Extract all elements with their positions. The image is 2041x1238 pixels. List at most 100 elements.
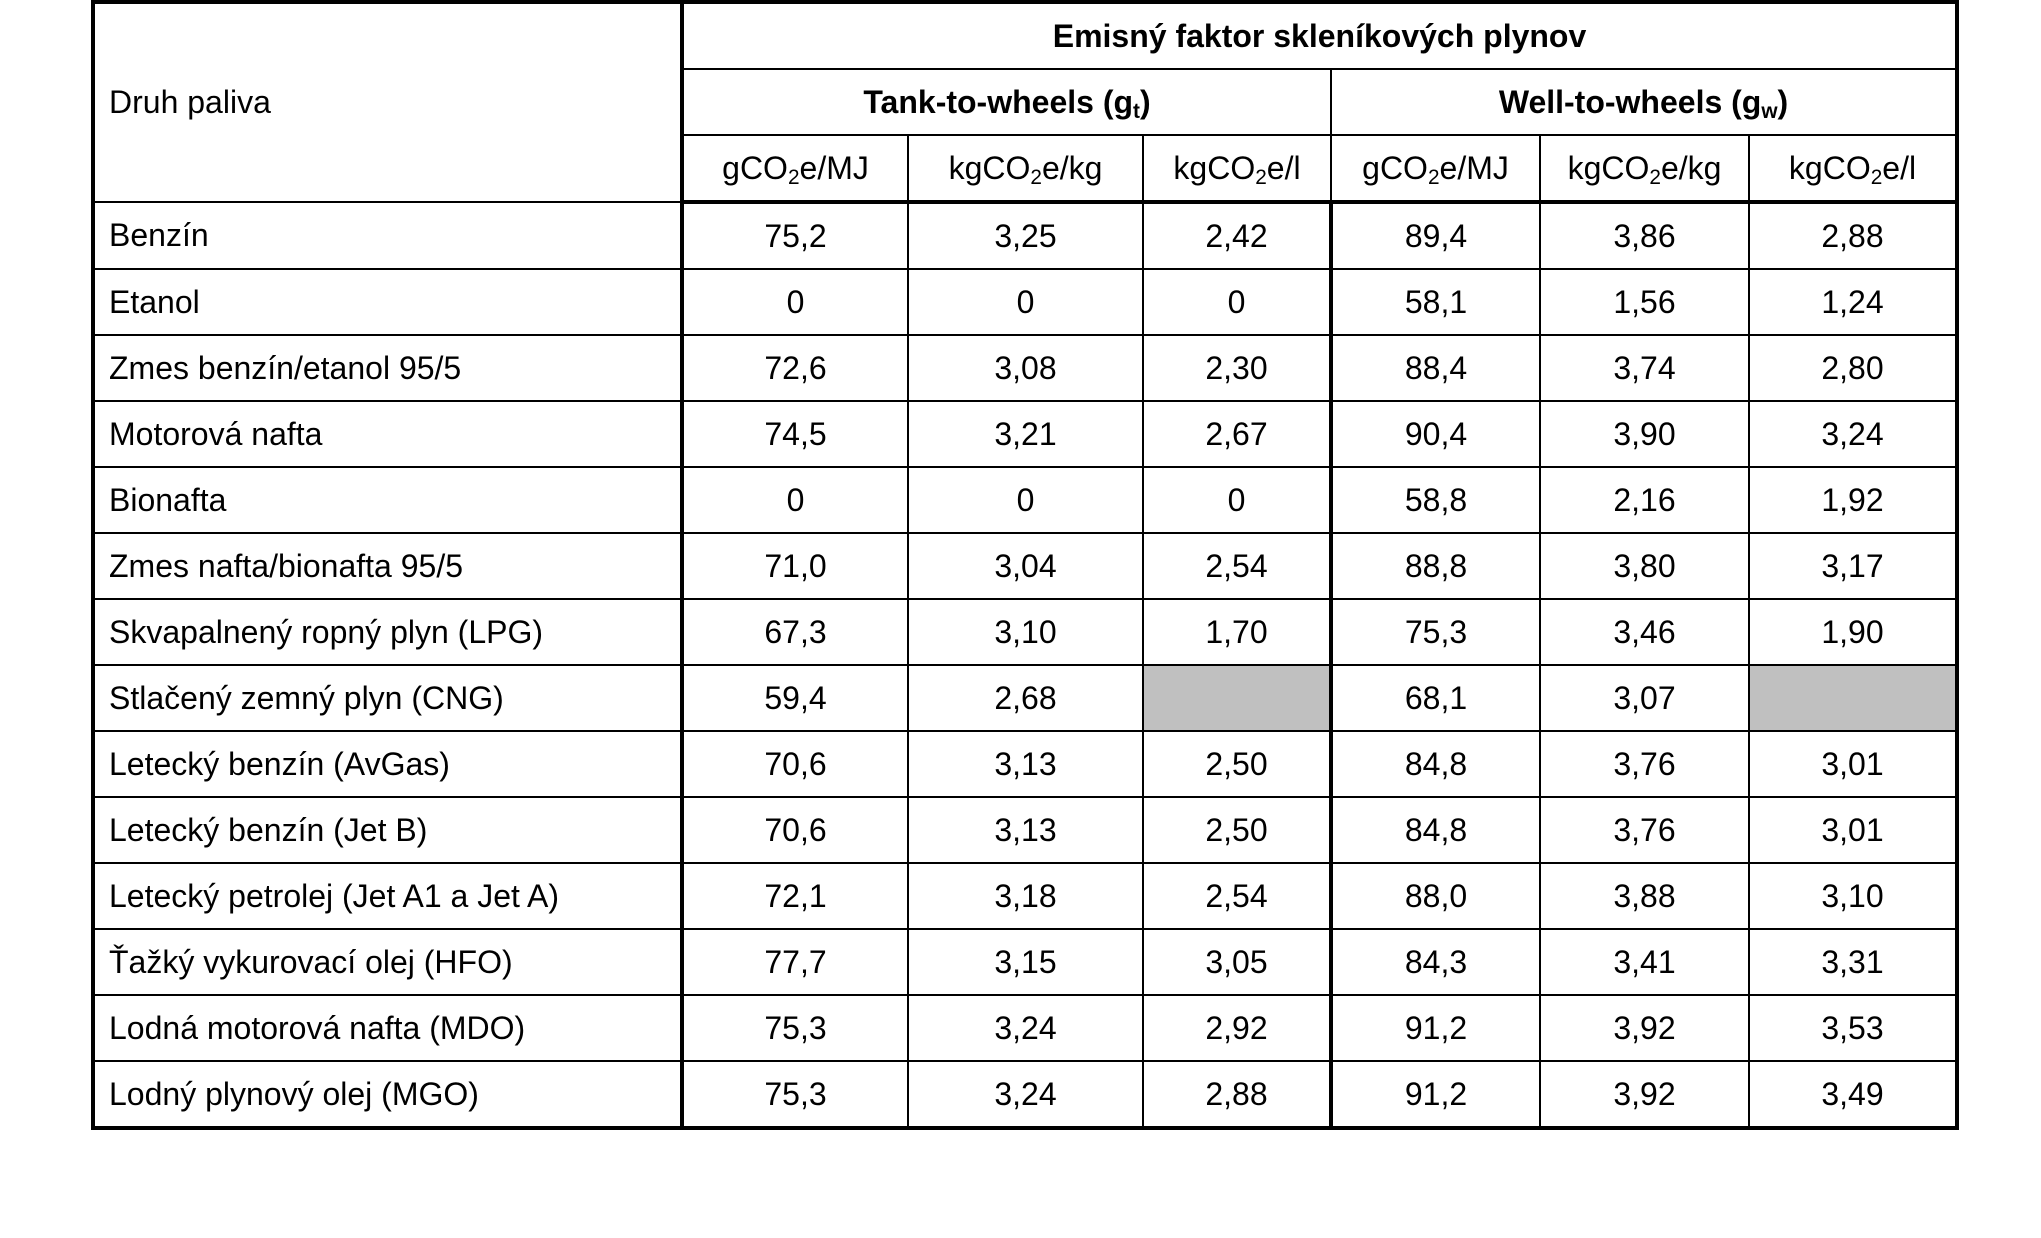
table-row: Etanol 0 0 0 58,1 1,56 1,24 [91, 268, 1959, 336]
fuel-name-cell: Lodná motorová nafta (MDO) [91, 994, 684, 1062]
unit-header-cell: kgCO2e/l [1748, 134, 1959, 204]
value-cell: 0 [907, 268, 1144, 336]
table-row: Skvapalnený ropný plyn (LPG) 67,3 3,10 1,70… [91, 598, 1959, 666]
value-cell: 2,88 [1748, 201, 1959, 270]
value-cell: 74,5 [681, 400, 909, 468]
table-row: Zmes benzín/etanol 95/5 72,6 3,08 2,30 88,4 3… [91, 334, 1959, 402]
value-cell: 3,04 [907, 532, 1144, 600]
table-row: Letecký benzín (AvGas) 70,6 3,13 2,50 84,8 3,… [91, 730, 1959, 798]
value-cell: 3,13 [907, 796, 1144, 864]
unit-header-cell: gCO2e/MJ [681, 134, 909, 204]
value-cell: 75,3 [681, 994, 909, 1062]
table-row: Zmes nafta/bionafta 95/5 71,0 3,04 2,54 88,8… [91, 532, 1959, 600]
value-cell: 3,92 [1539, 1060, 1750, 1130]
fuel-name-cell: Stlačený zemný plyn (CNG) [91, 664, 684, 732]
header-row-group: Druh paliva Emisný faktor skleníkových p… [91, 0, 1959, 203]
value-cell: 0 [1142, 268, 1333, 336]
value-cell: 3,24 [907, 994, 1144, 1062]
value-cell: 2,50 [1142, 730, 1333, 798]
table-row: Stlačený zemný plyn (CNG) 59,4 2,68 68,1 3,0… [91, 664, 1959, 732]
tank-to-wheels-header: Tank-to-wheels (gt) [681, 68, 1332, 136]
value-cell: 68,1 [1330, 664, 1541, 732]
fuel-name-cell: Zmes nafta/bionafta 95/5 [91, 532, 684, 600]
not-applicable-cell [1748, 664, 1959, 732]
value-cell: 1,92 [1748, 466, 1959, 534]
value-cell: 90,4 [1330, 400, 1541, 468]
value-cell: 2,16 [1539, 466, 1750, 534]
unit-header-cell: kgCO2e/kg [907, 134, 1144, 204]
value-cell: 1,90 [1748, 598, 1959, 666]
fuel-name-cell: Skvapalnený ropný plyn (LPG) [91, 598, 684, 666]
value-cell: 2,88 [1142, 1060, 1333, 1130]
value-cell: 3,01 [1748, 796, 1959, 864]
table-row: Letecký benzín (Jet B) 70,6 3,13 2,50 84,8 3,… [91, 796, 1959, 864]
value-cell: 3,24 [907, 1060, 1144, 1130]
value-cell: 72,6 [681, 334, 909, 402]
table-row: Ťažký vykurovací olej (HFO) 77,7 3,15 3,05 8… [91, 928, 1959, 996]
emission-factor-group-header: Emisný faktor skleníkových plynov [681, 0, 1959, 70]
value-cell: 3,76 [1539, 730, 1750, 798]
value-cell: 3,46 [1539, 598, 1750, 666]
value-cell: 3,07 [1539, 664, 1750, 732]
value-cell: 3,24 [1748, 400, 1959, 468]
value-cell: 3,53 [1748, 994, 1959, 1062]
value-cell: 3,01 [1748, 730, 1959, 798]
value-cell: 1,24 [1748, 268, 1959, 336]
fuel-name-cell: Benzín [91, 201, 684, 270]
value-cell: 59,4 [681, 664, 909, 732]
value-cell: 3,25 [907, 201, 1144, 270]
value-cell: 3,05 [1142, 928, 1333, 996]
table-row: Bionafta 0 0 0 58,8 2,16 1,92 [91, 466, 1959, 534]
unit-header-cell: kgCO2e/l [1142, 134, 1332, 204]
emission-factor-table: Druh paliva Emisný faktor skleníkových p… [91, 0, 1959, 1130]
value-cell: 3,76 [1539, 796, 1750, 864]
fuel-name-cell: Letecký benzín (AvGas) [91, 730, 684, 798]
table-row: Benzín 75,2 3,25 2,42 89,4 3,86 2,88 [91, 201, 1959, 270]
fuel-name-cell: Etanol [91, 268, 684, 336]
table-row: Lodná motorová nafta (MDO) 75,3 3,24 2,92 91… [91, 994, 1959, 1062]
value-cell: 58,8 [1330, 466, 1541, 534]
value-cell: 70,6 [681, 796, 909, 864]
value-cell: 91,2 [1330, 994, 1541, 1062]
value-cell: 2,80 [1748, 334, 1959, 402]
value-cell: 3,92 [1539, 994, 1750, 1062]
value-cell: 58,1 [1330, 268, 1541, 336]
value-cell: 84,8 [1330, 796, 1541, 864]
value-cell: 3,18 [907, 862, 1144, 930]
fuel-name-cell: Zmes benzín/etanol 95/5 [91, 334, 684, 402]
value-cell: 75,2 [681, 201, 909, 270]
value-cell: 75,3 [1330, 598, 1541, 666]
value-cell: 3,74 [1539, 334, 1750, 402]
value-cell: 2,54 [1142, 862, 1333, 930]
value-cell: 2,30 [1142, 334, 1333, 402]
fuel-name-cell: Ťažký vykurovací olej (HFO) [91, 928, 684, 996]
value-cell: 89,4 [1330, 201, 1541, 270]
value-cell: 3,86 [1539, 201, 1750, 270]
fuel-name-cell: Letecký petrolej (Jet A1 a Jet A) [91, 862, 684, 930]
value-cell: 3,49 [1748, 1060, 1959, 1130]
value-cell: 70,6 [681, 730, 909, 798]
value-cell: 71,0 [681, 532, 909, 600]
unit-header-cell: gCO2e/MJ [1330, 134, 1541, 204]
value-cell: 3,90 [1539, 400, 1750, 468]
value-cell: 72,1 [681, 862, 909, 930]
value-cell: 2,67 [1142, 400, 1333, 468]
table-body: Benzín 75,2 3,25 2,42 89,4 3,86 2,88 Etanol 0 0 0 5… [91, 201, 1959, 1130]
value-cell: 3,08 [907, 334, 1144, 402]
value-cell: 1,70 [1142, 598, 1333, 666]
value-cell: 3,88 [1539, 862, 1750, 930]
value-cell: 88,8 [1330, 532, 1541, 600]
value-cell: 3,15 [907, 928, 1144, 996]
value-cell: 0 [681, 466, 909, 534]
value-cell: 88,4 [1330, 334, 1541, 402]
fuel-type-header: Druh paliva [91, 0, 684, 203]
fuel-name-cell: Lodný plynový olej (MGO) [91, 1060, 684, 1130]
value-cell: 91,2 [1330, 1060, 1541, 1130]
value-cell: 3,10 [907, 598, 1144, 666]
value-cell: 2,50 [1142, 796, 1333, 864]
value-cell: 3,80 [1539, 532, 1750, 600]
table-row: Motorová nafta 74,5 3,21 2,67 90,4 3,90 3,24 [91, 400, 1959, 468]
value-cell: 75,3 [681, 1060, 909, 1130]
table-row: Letecký petrolej (Jet A1 a Jet A) 72,1 3,1… [91, 862, 1959, 930]
value-cell: 3,17 [1748, 532, 1959, 600]
